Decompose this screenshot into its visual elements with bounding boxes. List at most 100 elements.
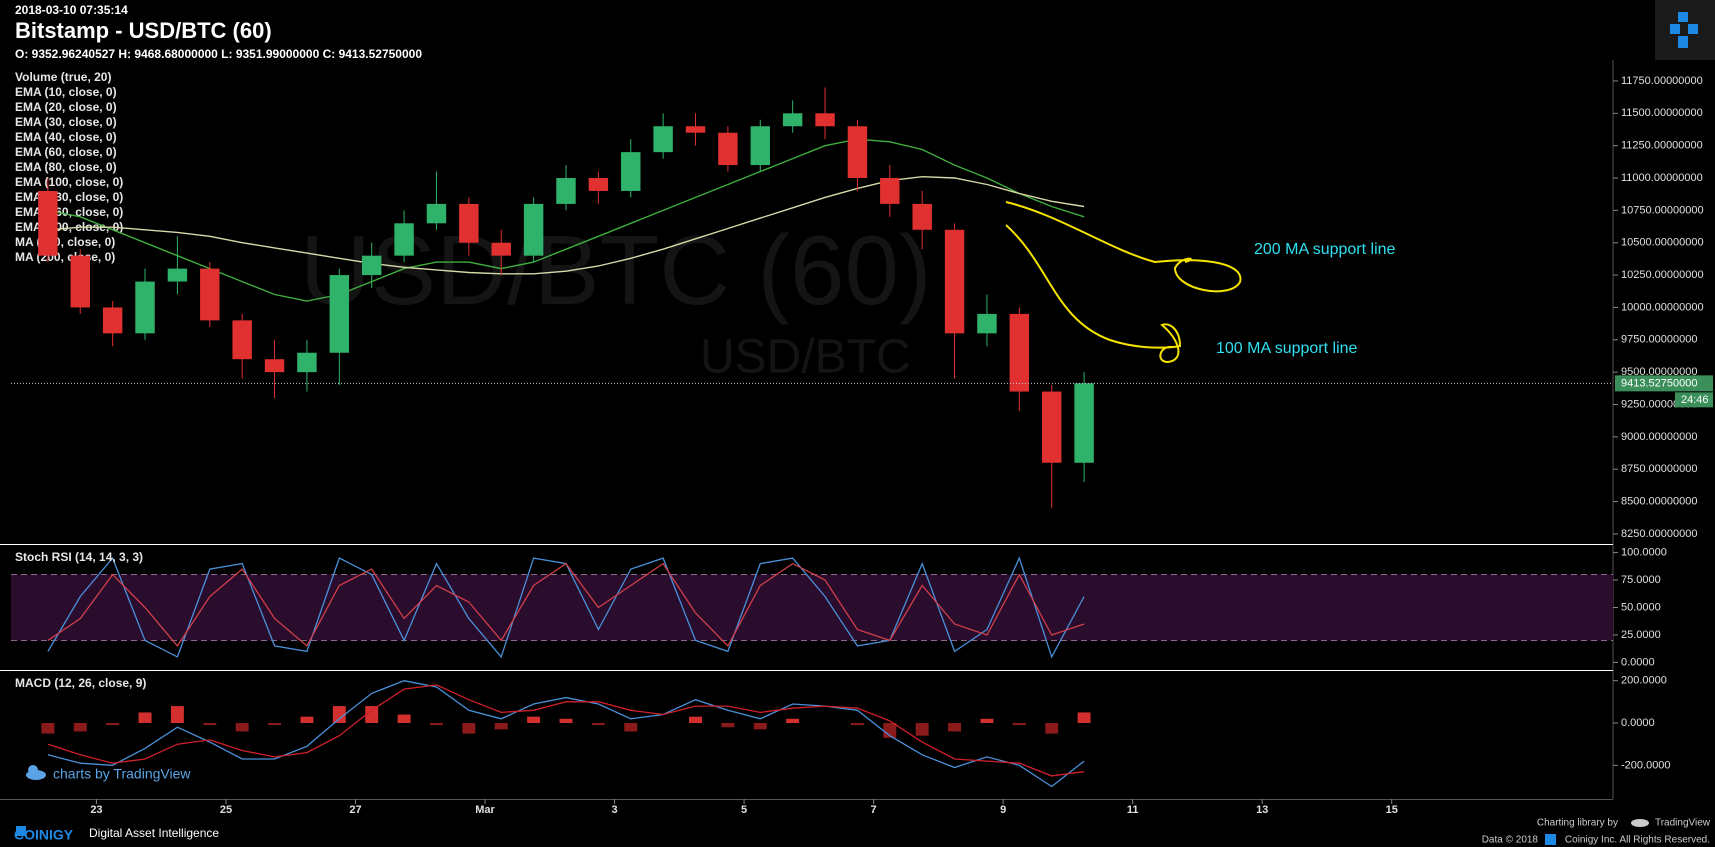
candle-body xyxy=(102,307,123,334)
candle-body xyxy=(200,268,220,321)
y-tick-label: -200.0000 xyxy=(1621,759,1671,771)
candle-body xyxy=(70,255,90,308)
watermark-sub: USD/BTC xyxy=(700,331,911,384)
annotation-label: 200 MA support line xyxy=(1254,241,1396,258)
candle-body xyxy=(1042,391,1062,463)
y-tick-label: 75.0000 xyxy=(1621,574,1661,586)
x-tick-label: 5 xyxy=(741,804,747,816)
y-tick-label: 8750.00000000 xyxy=(1621,463,1697,475)
rights: Coinigy Inc. All Rights Reserved. xyxy=(1565,835,1710,846)
panel-title: Stoch RSI (14, 14, 3, 3) xyxy=(15,550,143,564)
legend-item: EMA (30, close, 0) xyxy=(15,115,117,129)
timestamp: 2018-03-10 07:35:14 xyxy=(15,3,128,17)
tagline: Digital Asset Intelligence xyxy=(89,826,219,840)
candle-body xyxy=(297,352,317,373)
brand-icon xyxy=(16,826,26,836)
last-price-box xyxy=(1615,375,1713,392)
candle-body xyxy=(1074,383,1094,463)
x-tick-label: 25 xyxy=(220,804,232,816)
y-tick-label: 11250.00000000 xyxy=(1621,140,1703,152)
histogram-bar xyxy=(1045,723,1059,734)
y-tick-label: 11750.00000000 xyxy=(1621,75,1703,87)
data-year: Data © 2018 xyxy=(1482,835,1539,846)
candle-body xyxy=(621,152,641,191)
candle-body xyxy=(38,190,58,256)
histogram-bar xyxy=(332,706,346,724)
candle-body xyxy=(750,126,770,166)
y-tick-label: 100.0000 xyxy=(1621,546,1667,558)
x-tick-label: 23 xyxy=(90,804,102,816)
candle-body xyxy=(232,320,252,360)
candle-body xyxy=(880,178,900,204)
y-tick-label: 10500.00000000 xyxy=(1621,237,1704,249)
plot-layers: 23 25 27 Mar 3 5 7 9 11 13 15 8250.00000000 8500.000… xyxy=(0,60,1713,816)
panel-title: MACD (12, 26, close, 9) xyxy=(15,676,146,690)
candle-body xyxy=(329,275,350,353)
ma-line xyxy=(47,175,1085,275)
histogram-bar xyxy=(786,718,800,724)
y-tick-label: 9000.00000000 xyxy=(1621,431,1697,443)
histogram-bar xyxy=(41,723,55,734)
legend-item: MA (100, close, 0) xyxy=(15,235,115,249)
annotation-strokes xyxy=(1005,201,1242,364)
indicator-line xyxy=(47,684,1085,777)
histogram-bar xyxy=(73,723,87,732)
y-tick-label: 9750.00000000 xyxy=(1621,334,1697,346)
legend-item: EMA (20, close, 0) xyxy=(15,100,117,114)
y-tick-label: 10000.00000000 xyxy=(1621,301,1704,313)
tv-credit: charts by TradingView xyxy=(53,766,191,782)
y-tick-label: 11000.00000000 xyxy=(1621,172,1703,184)
library-name: TradingView xyxy=(1655,818,1711,829)
candle-body xyxy=(718,132,738,166)
tv-cloud-icon xyxy=(26,765,46,780)
legend-item: EMA (40, close, 0) xyxy=(15,130,117,144)
histogram-bar xyxy=(527,716,541,724)
histogram-bar xyxy=(203,723,217,726)
library-credit: Charting library by xyxy=(1537,818,1618,829)
legend-item: EMA (100, close, 0) xyxy=(15,175,123,189)
candle-body xyxy=(459,203,479,243)
logo xyxy=(1655,0,1715,60)
x-tick-label: 11 xyxy=(1127,804,1139,816)
histogram-bar xyxy=(462,723,476,734)
ohlc: O: 9352.96240527 H: 9468.68000000 L: 935… xyxy=(15,47,422,61)
histogram-bar xyxy=(300,716,314,724)
ma-line xyxy=(47,138,1085,302)
histogram-bar xyxy=(235,723,249,732)
histogram-bar xyxy=(106,723,120,726)
histogram-bar xyxy=(559,718,573,724)
y-tick-label: 10750.00000000 xyxy=(1621,204,1704,216)
histogram-bar xyxy=(883,723,897,738)
x-tick-label: 15 xyxy=(1386,804,1398,816)
candle-body xyxy=(1009,313,1030,392)
candle-body xyxy=(523,203,544,256)
histogram-bar xyxy=(397,714,411,724)
y-tick-label: 25.0000 xyxy=(1621,629,1661,641)
candle-body xyxy=(588,178,609,191)
y-tick-label: 50.0000 xyxy=(1621,601,1661,613)
brand: COINIGY xyxy=(14,827,74,843)
coinigy-small-icon xyxy=(1545,834,1556,845)
legend-item: EMA (60, close, 0) xyxy=(15,145,117,159)
candle-body xyxy=(167,268,188,282)
x-tick-label: Mar xyxy=(475,804,495,816)
histogram-bar xyxy=(689,716,702,724)
candle-body xyxy=(361,255,382,276)
candle-body xyxy=(135,281,155,334)
histogram-bar xyxy=(915,723,929,736)
candle-body xyxy=(944,229,965,334)
x-tick-label: 9 xyxy=(1000,804,1006,816)
indicator-line xyxy=(47,680,1085,788)
histogram-bar xyxy=(138,712,152,724)
candle-body xyxy=(685,126,706,133)
y-tick-label: 9500.00000000 xyxy=(1621,366,1697,378)
candle-body xyxy=(977,313,997,334)
x-tick-label: 3 xyxy=(611,804,617,816)
y-tick-label: 0.0000 xyxy=(1621,717,1655,729)
x-tick-label: 7 xyxy=(871,804,877,816)
candle-body xyxy=(653,126,673,153)
histogram-bar xyxy=(721,723,735,728)
candle-body xyxy=(815,113,835,127)
legend-item: EMA (80, close, 0) xyxy=(15,160,117,174)
histogram-bar xyxy=(850,723,864,726)
